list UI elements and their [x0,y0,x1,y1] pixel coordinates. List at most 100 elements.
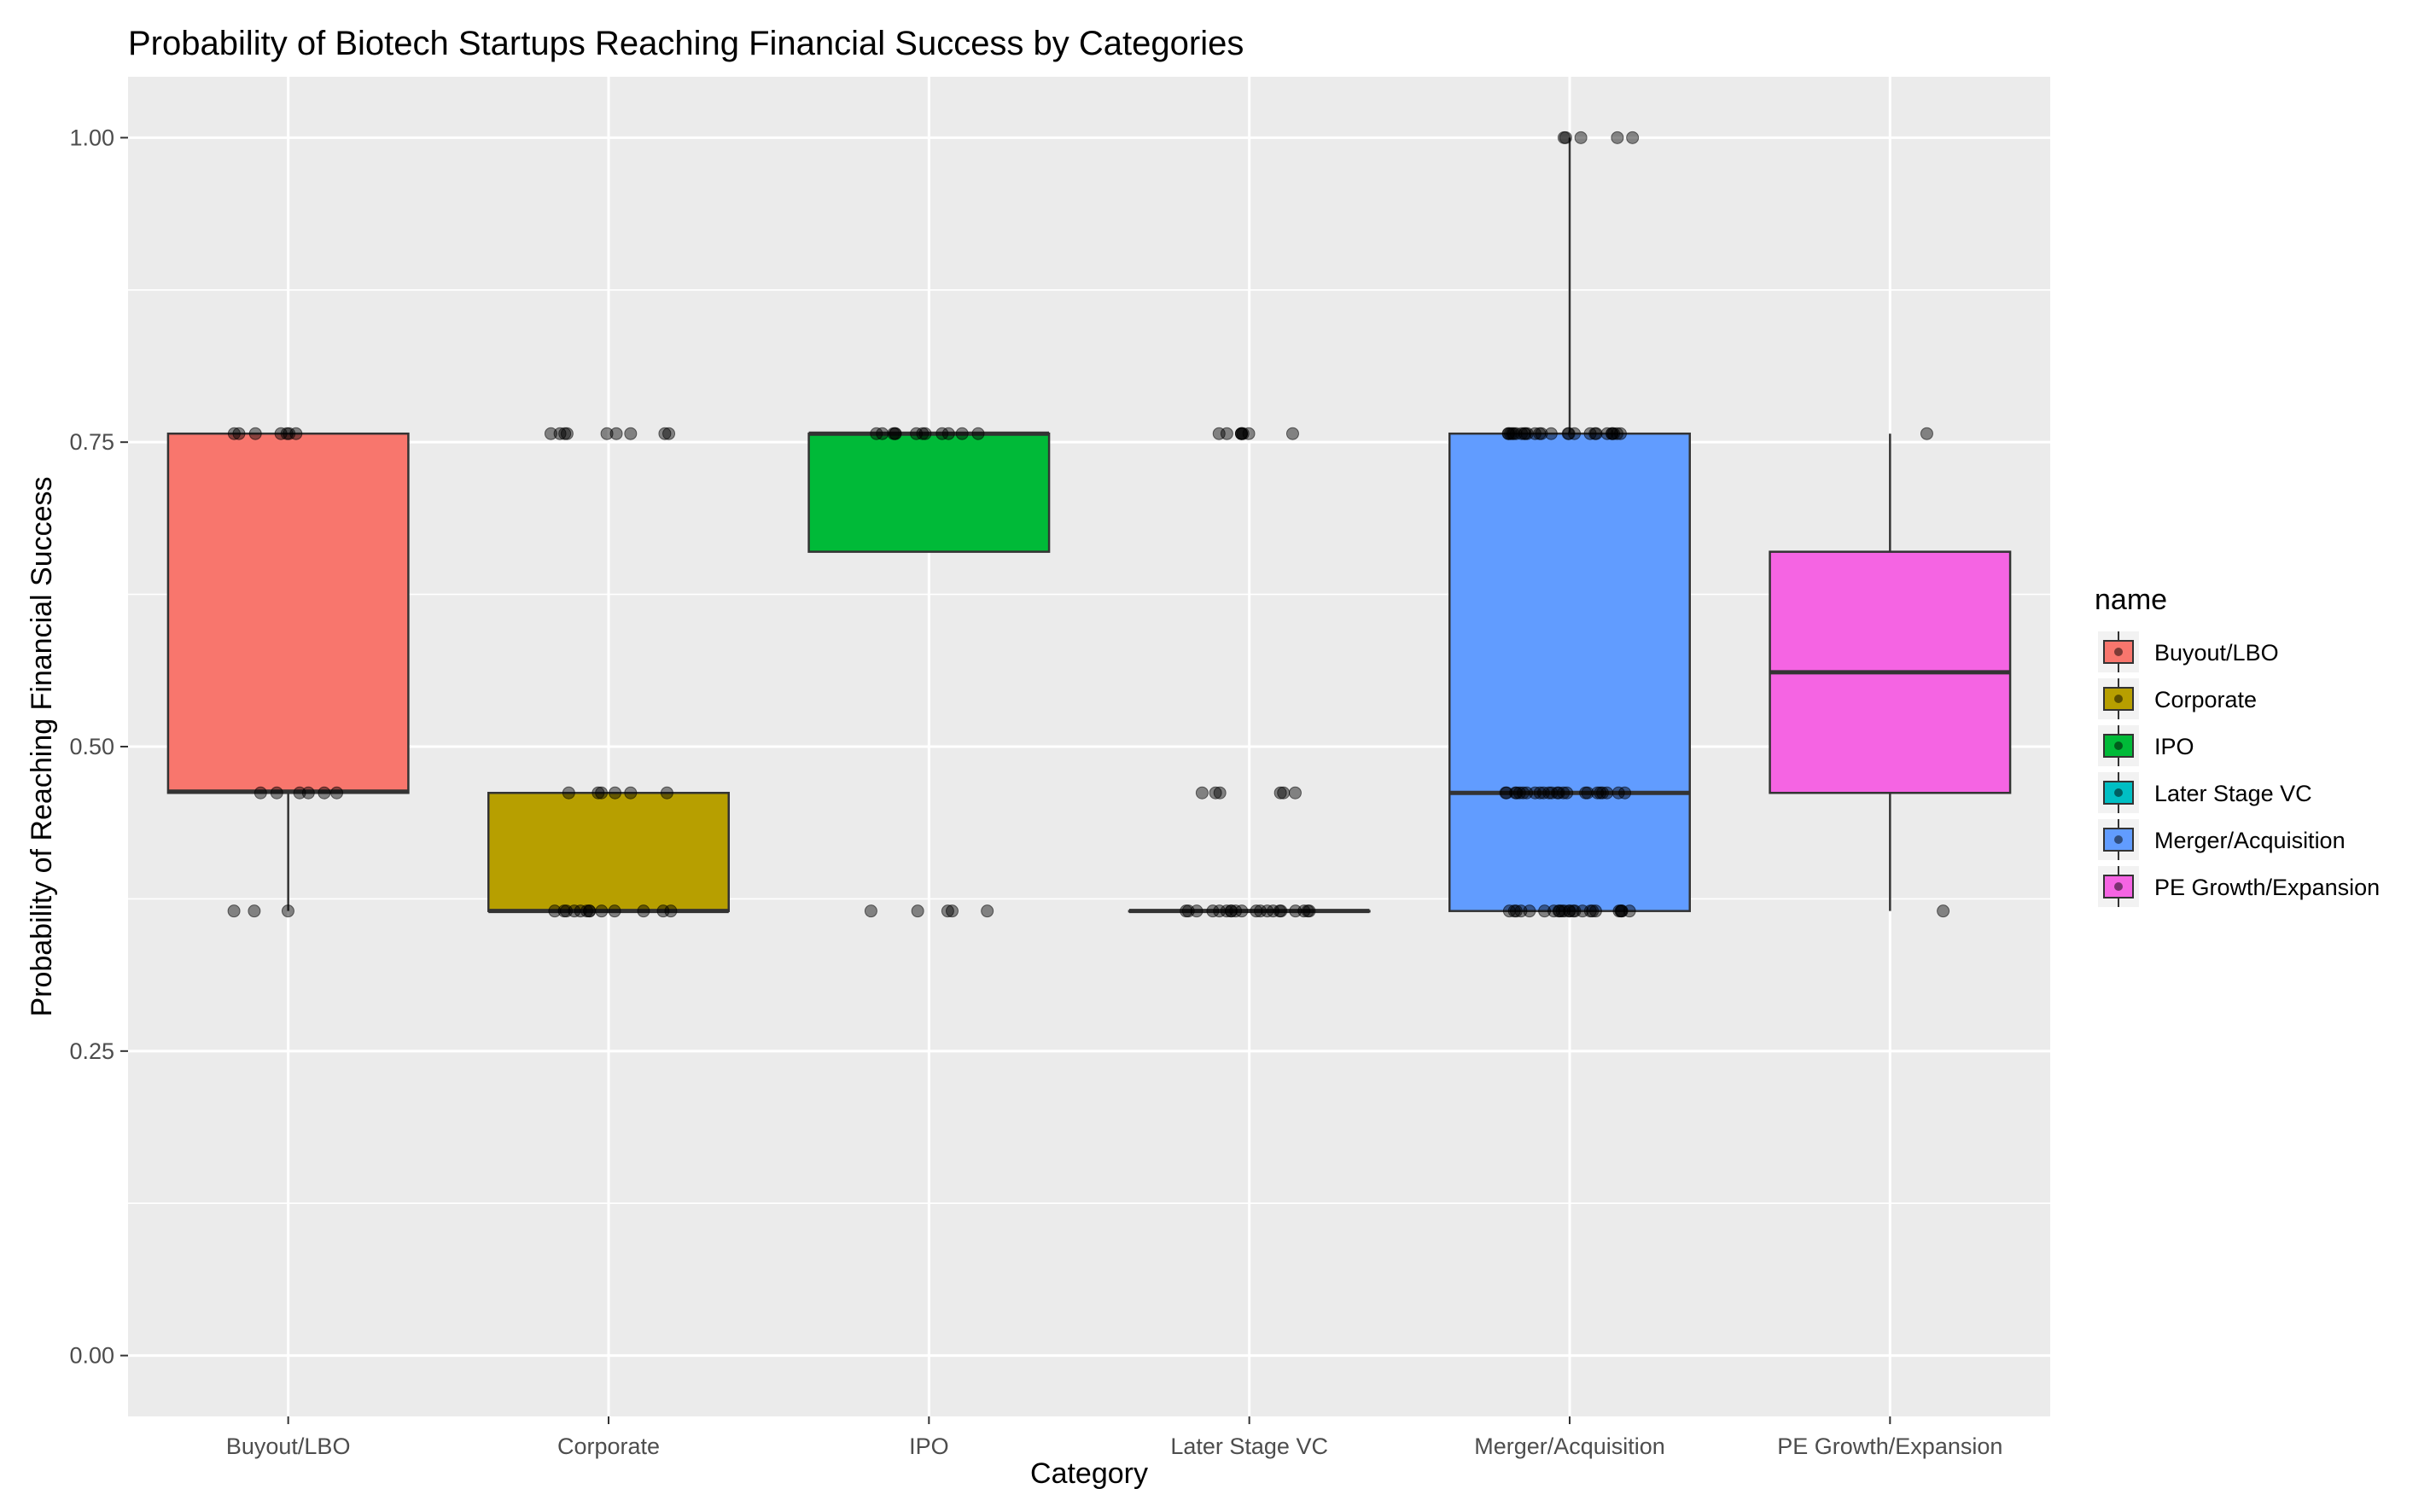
jitter-point [600,427,614,440]
y-axis-title: Probability of Reaching Financial Succes… [26,476,58,1016]
jitter-point [1583,427,1597,440]
jitter-points [227,131,1950,918]
jitter-point [582,904,596,918]
x-tick-label: Later Stage VC [1170,1433,1328,1459]
legend-key-point [2114,741,2123,750]
x-axis: Buyout/LBO Corporate IPO Later Stage VC Merg… [226,1416,2002,1459]
jitter-point [1180,904,1193,918]
jitter-point [595,786,609,800]
x-tick-label: Merger/Acquisition [1474,1433,1665,1459]
legend: name Buyout/LBO Corporate IPO Later Stage V… [2095,584,2380,907]
jitter-point [911,904,924,918]
jitter-point [1512,786,1526,800]
legend-item-2: Corporate [2098,678,2257,719]
jitter-point [1520,427,1534,440]
x-tick-label: Corporate [557,1433,660,1459]
jitter-point [1220,904,1233,918]
box-body [1448,432,1691,912]
box-3 [807,431,1051,553]
legend-key-point [2114,648,2123,656]
jitter-point [1586,904,1600,918]
y-tick-label: 0.50 [69,734,114,759]
jitter-point [1611,131,1624,144]
jitter-point [1501,427,1515,440]
jitter-point [227,904,241,918]
jitter-point [301,786,315,800]
jitter-point [1213,904,1227,918]
jitter-point [1507,904,1521,918]
jitter-point [283,427,296,440]
legend-item-3: IPO [2098,725,2194,766]
jitter-point [1561,427,1575,440]
jitter-point [1250,904,1263,918]
legend-label: Merger/Acquisition [2154,828,2346,853]
jitter-point [1588,904,1602,918]
legend-label: IPO [2154,734,2194,759]
jitter-point [941,427,955,440]
jitter-point [1285,427,1299,440]
boxes [166,137,2012,914]
jitter-point [592,786,605,800]
jitter-point [1612,904,1626,918]
jitter-point [1542,786,1556,800]
jitter-point [971,427,985,440]
jitter-point [1288,786,1302,800]
jitter-point [870,427,883,440]
jitter-point [1225,904,1238,918]
jitter-point [560,427,574,440]
jitter-point [637,904,650,918]
jitter-point [609,427,623,440]
jitter-point [624,786,638,800]
y-tick-label: 0.25 [69,1038,114,1064]
x-axis-title: Category [1030,1457,1148,1490]
jitter-point [595,904,609,918]
y-tick-label: 1.00 [69,125,114,150]
jitter-point [553,427,567,440]
box-5 [1448,137,1691,912]
jitter-point [248,427,262,440]
jitter-point [916,427,930,440]
jitter-point [548,904,562,918]
legend-title: name [2095,584,2167,616]
legend-item-5: Merger/Acquisition [2098,819,2346,860]
jitter-point [1545,786,1559,800]
x-tick-label: IPO [909,1433,949,1459]
jitter-point [1277,786,1291,800]
jitter-point [1563,904,1576,918]
jitter-point [1500,786,1513,800]
jitter-point [1535,427,1548,440]
jitter-point [1581,786,1594,800]
legend-label: Corporate [2154,687,2257,712]
jitter-point [1509,786,1523,800]
jitter-point [270,786,283,800]
jitter-point [864,904,877,918]
jitter-point [664,904,678,918]
jitter-point [887,427,900,440]
jitter-point [1514,904,1528,918]
box-body [807,432,1051,553]
jitter-point [1502,904,1516,918]
jitter-point [1559,131,1572,144]
x-tick-label: Buyout/LBO [226,1433,351,1459]
jitter-point [1516,786,1530,800]
jitter-point [624,427,638,440]
jitter-point [289,427,303,440]
jitter-point [1937,904,1950,918]
jitter-point [1301,904,1314,918]
jitter-point [557,904,571,918]
y-tick-label: 0.00 [69,1343,114,1369]
jitter-point [656,904,670,918]
jitter-point [1557,786,1571,800]
jitter-point [1533,786,1547,800]
jitter-point [1610,427,1623,440]
jitter-point [1206,904,1220,918]
legend-key-point [2114,882,2123,891]
legend-key-point [2114,835,2123,844]
jitter-point [1544,427,1558,440]
jitter-point [1195,786,1209,800]
jitter-point [658,427,672,440]
jitter-point [568,904,581,918]
jitter-point [1267,904,1280,918]
jitter-point [227,427,241,440]
jitter-point [981,904,994,918]
